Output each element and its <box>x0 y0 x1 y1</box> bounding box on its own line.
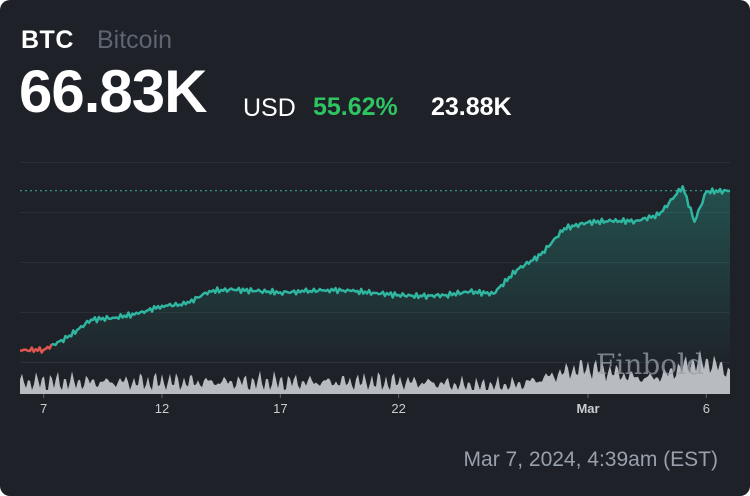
price-currency: USD <box>243 94 296 122</box>
x-tick-label: 22 <box>391 401 405 416</box>
x-tick-label: 17 <box>273 401 287 416</box>
volume-bars <box>20 350 730 394</box>
x-tick-label: 6 <box>703 401 710 416</box>
x-tick-label: 12 <box>155 401 169 416</box>
percent-change: 55.62% <box>313 93 398 121</box>
x-tick-label: 7 <box>40 401 47 416</box>
absolute-change: 23.88K <box>431 93 512 121</box>
timestamp: Mar 7, 2024, 4:39am (EST) <box>463 448 718 471</box>
current-price: 66.83K <box>19 58 207 125</box>
price-line <box>51 185 731 347</box>
price-area <box>20 186 730 363</box>
ticker-symbol: BTC <box>21 26 74 54</box>
asset-name: Bitcoin <box>97 26 173 54</box>
price-line-down-segment <box>19 343 53 354</box>
x-tick-label: Mar <box>576 401 599 416</box>
